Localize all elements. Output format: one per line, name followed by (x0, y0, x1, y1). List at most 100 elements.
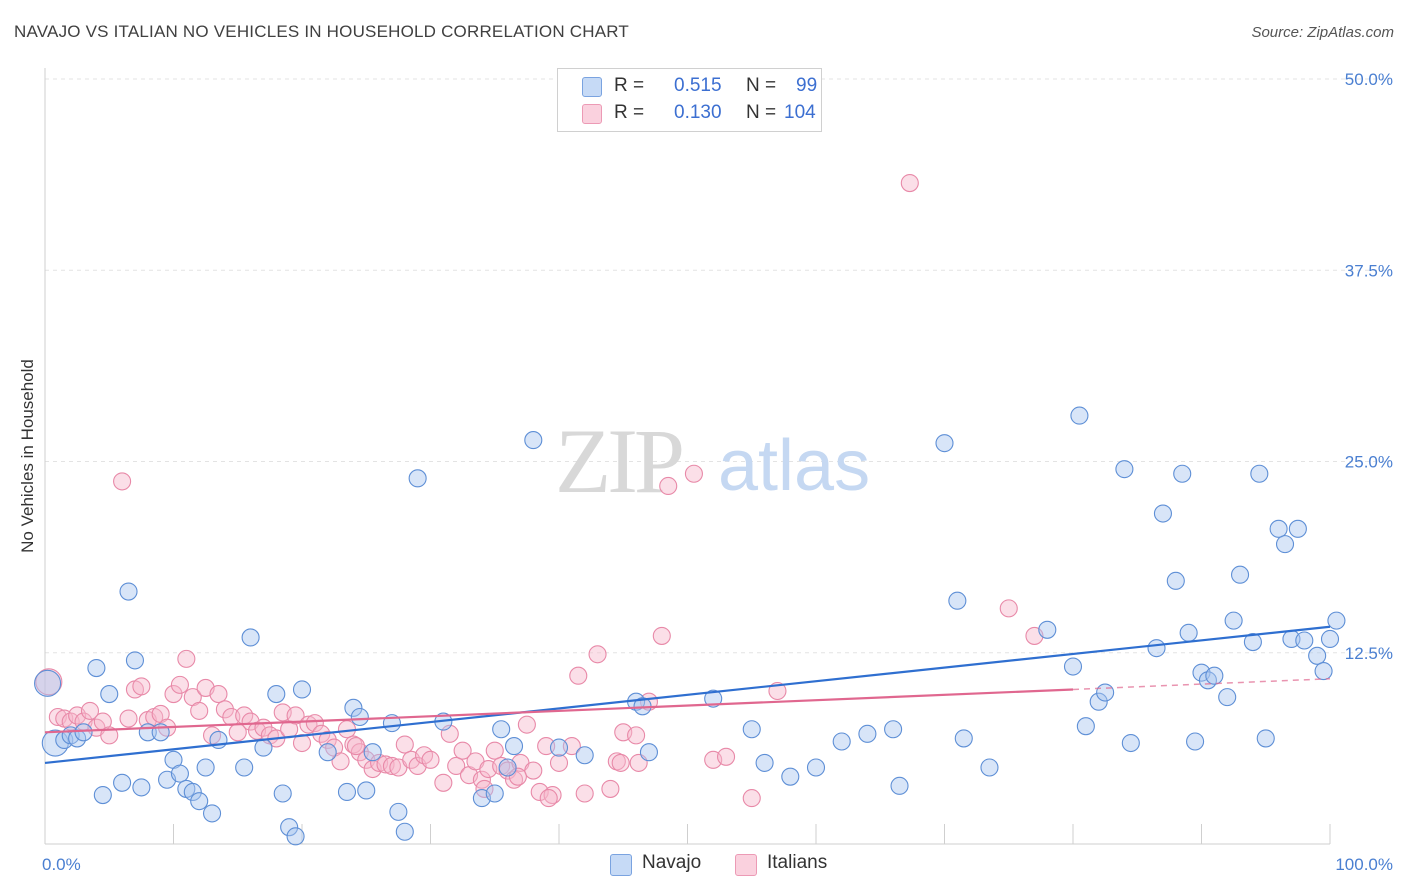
point-navajo (1186, 732, 1205, 751)
point-navajo (254, 738, 273, 757)
trend-line-dashed-italians (1072, 678, 1331, 691)
point-navajo (190, 792, 209, 811)
legend-r-value: 0.515 (674, 75, 722, 96)
point-italians (305, 714, 324, 733)
point-navajo (1089, 692, 1108, 711)
point-navajo (504, 737, 524, 756)
point-navajo (183, 782, 202, 802)
point-navajo (524, 431, 543, 450)
point-navajo (344, 698, 363, 717)
point-navajo (884, 720, 903, 739)
point-navajo (1231, 565, 1250, 584)
point-italians (627, 726, 646, 745)
point-navajo (1256, 729, 1275, 748)
point-italians (684, 464, 703, 483)
point-navajo (292, 680, 312, 699)
point-navajo (1218, 688, 1237, 707)
data-points (34, 173, 1346, 846)
point-navajo (337, 782, 357, 802)
point-italians (900, 173, 919, 193)
point-navajo (1147, 639, 1166, 658)
point-navajo (1308, 646, 1327, 665)
point-navajo (1250, 464, 1269, 483)
point-italians (119, 709, 138, 728)
point-italians (524, 761, 543, 780)
point-italians (35, 668, 63, 696)
point-navajo (318, 743, 337, 762)
point-navajo (170, 764, 189, 783)
point-italians (539, 789, 558, 808)
point-italians (508, 767, 527, 786)
point-navajo (350, 707, 369, 727)
point-navajo (948, 591, 967, 610)
point-navajo (639, 743, 659, 762)
point-navajo (74, 723, 93, 742)
point-navajo (235, 758, 254, 777)
point-navajo (1205, 666, 1224, 685)
legend-swatch-italians (735, 854, 757, 876)
point-navajo (241, 628, 260, 647)
point-italians (80, 701, 100, 720)
legend-swatch-navajo (582, 77, 602, 97)
point-navajo (196, 758, 215, 777)
point-navajo (935, 434, 954, 453)
point-italians (100, 726, 119, 745)
legend-n-label: N = (746, 75, 777, 96)
point-navajo (132, 778, 151, 797)
point-navajo (1076, 717, 1095, 736)
legend-n-value: 99 (796, 75, 818, 96)
point-navajo (1327, 611, 1346, 630)
point-italians (517, 715, 536, 734)
watermark-atlas: atlas (718, 426, 870, 506)
point-italians (190, 701, 209, 720)
y-axis-label: No Vehicles in Household (18, 359, 37, 553)
point-navajo (575, 746, 594, 765)
point-navajo (87, 658, 106, 678)
legend-r-label: R = (614, 75, 645, 96)
legend-label-navajo: Navajo (642, 852, 702, 873)
point-italians (113, 472, 132, 491)
point-navajo (549, 738, 569, 757)
point-navajo (1275, 535, 1295, 554)
point-navajo (806, 758, 826, 777)
point-navajo (1096, 683, 1115, 702)
point-italians (395, 735, 414, 754)
tick-labels: 12.5% 25.0% 37.5% 50.0% 0.0% 100.0% (42, 70, 1393, 874)
point-italians (382, 756, 402, 776)
source-credit: Source: ZipAtlas.com (1251, 24, 1394, 41)
trend-lines (44, 625, 1331, 765)
point-italians (177, 649, 196, 668)
point-italians (588, 645, 607, 664)
point-navajo (203, 804, 222, 823)
point-italians (447, 756, 466, 776)
point-italians (549, 753, 569, 772)
legend-swatch-italians (582, 104, 602, 124)
point-navajo (1063, 657, 1083, 676)
point-italians (716, 747, 736, 766)
point-navajo (1038, 620, 1057, 639)
correlation-legend: R = 0.515 N = 99 R = 0.130 N = 104 (557, 68, 822, 132)
point-navajo (34, 669, 62, 697)
point-navajo (492, 720, 511, 739)
point-italians (999, 599, 1018, 618)
y-tick-label: 12.5% (1345, 644, 1393, 663)
point-navajo (1198, 671, 1217, 690)
point-italians (286, 706, 305, 725)
point-navajo (1115, 460, 1134, 479)
legend-r-label: R = (614, 102, 645, 123)
point-navajo (1269, 519, 1288, 538)
point-navajo (1173, 464, 1192, 483)
point-navajo (395, 822, 414, 841)
point-navajo (832, 732, 851, 751)
point-navajo (408, 469, 427, 488)
point-navajo (93, 785, 112, 805)
legend-label-italians: Italians (767, 852, 828, 873)
point-navajo (280, 818, 299, 837)
trend-line-italians (44, 688, 1074, 734)
point-italians (132, 677, 151, 696)
point-italians (292, 733, 312, 753)
point-italians (170, 675, 189, 694)
legend-r-value: 0.130 (674, 102, 722, 123)
y-tick-label: 25.0% (1345, 453, 1393, 472)
